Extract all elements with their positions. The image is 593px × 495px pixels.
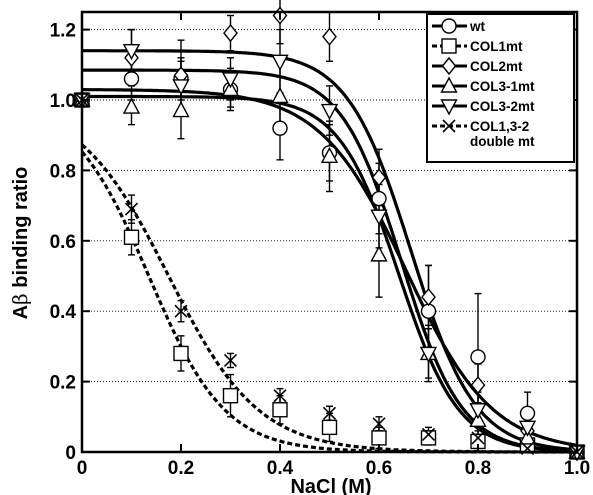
point-series-5 xyxy=(372,417,386,431)
point-series-4 xyxy=(221,72,240,89)
point-series-0 xyxy=(272,120,288,136)
legend-label-series-4: COL3-2mt xyxy=(470,99,535,114)
y-axis-label: Aβ binding ratio xyxy=(8,167,32,320)
legend-label-series-0: wt xyxy=(469,19,486,34)
point-series-2 xyxy=(223,24,238,43)
point-series-4 xyxy=(419,346,438,363)
x-tick-label: 1.0 xyxy=(564,458,590,479)
point-series-3 xyxy=(518,428,537,445)
point-series-5 xyxy=(124,202,139,216)
point-series-3 xyxy=(320,146,339,164)
y-tick-label: 1.2 xyxy=(50,21,76,42)
legend-label-series-5: COL1,3-2 double mt xyxy=(470,119,535,149)
x-tick-label: 0.6 xyxy=(366,458,392,479)
point-series-5 xyxy=(174,304,188,318)
point-series-0 xyxy=(123,71,140,87)
point-series-0 xyxy=(519,405,536,421)
x-tick-label: 0 xyxy=(77,458,88,479)
point-series-5 xyxy=(421,427,436,441)
point-series-4 xyxy=(122,44,141,61)
legend-marker-series-1 xyxy=(441,38,457,54)
x-axis-label: NaCl (M) xyxy=(290,476,371,495)
legend-marker-series-2 xyxy=(441,56,457,76)
point-series-3 xyxy=(271,86,289,104)
point-series-4 xyxy=(518,420,537,437)
point-series-1 xyxy=(222,387,239,404)
point-series-0 xyxy=(371,190,387,207)
legend-marker-series-3 xyxy=(440,76,458,93)
fit-curve-series-1 xyxy=(80,150,577,454)
point-series-1 xyxy=(420,430,437,446)
point-series-2 xyxy=(421,288,436,307)
point-series-1 xyxy=(321,419,338,436)
y-tick-label: 0 xyxy=(65,443,76,464)
legend-label-line: COL1mt xyxy=(470,39,523,54)
point-series-3 xyxy=(370,245,388,262)
point-series-5 xyxy=(322,406,337,420)
legend-marker-series-5 xyxy=(442,119,456,133)
y-tick-label: 0.4 xyxy=(50,302,77,323)
legend-marker-series-4 xyxy=(440,99,458,116)
point-series-3 xyxy=(172,101,190,118)
y-axis-label-beta: β xyxy=(8,293,32,305)
point-series-4 xyxy=(271,54,289,71)
y-tick-label: 0.8 xyxy=(50,161,76,182)
legend-label-line: COL1,3-2 xyxy=(470,119,529,134)
legend-label-line: double mt xyxy=(470,134,535,149)
point-series-0 xyxy=(470,349,486,365)
legend-label-line: COL3-2mt xyxy=(470,99,535,114)
point-series-1 xyxy=(123,229,140,245)
y-tick-label: 0.6 xyxy=(50,232,76,253)
y-axis-label-prefix: A xyxy=(10,305,32,319)
point-series-1 xyxy=(173,345,189,362)
point-series-5 xyxy=(273,389,287,403)
point-series-5 xyxy=(471,431,485,445)
legend-label-series-2: COL2mt xyxy=(470,59,523,74)
data-markers xyxy=(73,6,586,462)
point-series-2 xyxy=(371,168,387,187)
x-tick-label: 0.8 xyxy=(465,458,491,479)
point-series-5 xyxy=(223,353,238,368)
fit-curve-series-2 xyxy=(82,49,578,452)
point-series-2 xyxy=(322,27,337,46)
legend-label-series-3: COL3-1mt xyxy=(470,79,535,94)
legend-label-line: COL3-1mt xyxy=(470,79,535,94)
plot-frame xyxy=(80,10,579,454)
y-axis-label-suffix: binding ratio xyxy=(10,167,32,294)
x-tick-label: 0.2 xyxy=(168,458,194,479)
point-series-4 xyxy=(320,103,339,121)
legend-marker-series-0 xyxy=(441,18,457,34)
y-tick-label: 0.2 xyxy=(50,373,76,394)
x-tick-label: 0.4 xyxy=(267,458,294,479)
legend: wt COL1mt COL2mt COL3-1mt COL3-2mt COL1,3-2 do… xyxy=(426,13,575,163)
point-series-1 xyxy=(371,430,387,446)
point-series-2 xyxy=(470,376,486,395)
point-series-4 xyxy=(370,209,388,226)
legend-label-series-1: COL1mt xyxy=(470,39,523,54)
point-series-1 xyxy=(272,402,288,418)
point-series-3 xyxy=(221,79,240,97)
point-series-0 xyxy=(420,303,437,319)
axis-ticks: 0 0.2 0.4 0.6 0.8 1.0 0 0.2 0.4 0.6 0.8 1.0 1.2 xyxy=(50,12,590,479)
point-series-3 xyxy=(122,97,141,114)
legend-label-line: COL2mt xyxy=(470,59,523,74)
point-series-4 xyxy=(469,403,487,420)
point-series-3 xyxy=(469,410,487,428)
point-series-4 xyxy=(172,79,190,96)
y-tick-label: 1.0 xyxy=(50,91,76,112)
legend-label-line: wt xyxy=(469,19,486,34)
